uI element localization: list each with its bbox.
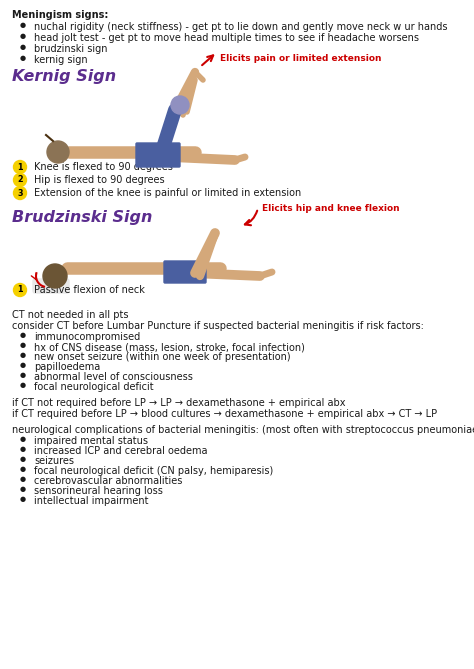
Text: Knee is flexed to 90 degrees: Knee is flexed to 90 degrees: [34, 162, 173, 172]
Text: Passive flexion of neck: Passive flexion of neck: [34, 285, 145, 295]
Text: if CT not required before LP → LP → dexamethasone + empirical abx: if CT not required before LP → LP → dexa…: [12, 398, 346, 408]
Text: ●: ●: [20, 33, 26, 39]
Text: focal neurological deficit: focal neurological deficit: [34, 382, 154, 392]
FancyBboxPatch shape: [33, 279, 69, 293]
Text: focal neurological deficit (CN palsy, hemiparesis): focal neurological deficit (CN palsy, he…: [34, 466, 273, 476]
Text: nuchal rigidity (neck stiffness) - get pt to lie down and gently move neck w ur : nuchal rigidity (neck stiffness) - get p…: [34, 22, 447, 32]
Text: kernig sign: kernig sign: [34, 55, 88, 65]
Text: ●: ●: [20, 476, 26, 482]
Text: new onset seizure (within one week of presentation): new onset seizure (within one week of pr…: [34, 352, 291, 362]
Text: immunocompromised: immunocompromised: [34, 332, 140, 342]
Circle shape: [13, 284, 27, 296]
Text: ●: ●: [20, 372, 26, 378]
Text: neurological complications of bacterial meningitis: (most often with streptococc: neurological complications of bacterial …: [12, 425, 474, 435]
Circle shape: [13, 173, 27, 187]
Text: brudzinski sign: brudzinski sign: [34, 44, 108, 54]
Text: ●: ●: [20, 332, 26, 338]
Text: ●: ●: [20, 456, 26, 462]
Text: Hip is flexed to 90 degrees: Hip is flexed to 90 degrees: [34, 175, 164, 185]
Text: Brudzinski Sign: Brudzinski Sign: [12, 210, 152, 225]
Text: Kernig Sign: Kernig Sign: [12, 69, 116, 84]
Text: sensorineural hearing loss: sensorineural hearing loss: [34, 486, 163, 496]
FancyBboxPatch shape: [136, 143, 180, 167]
Text: increased ICP and cerebral oedema: increased ICP and cerebral oedema: [34, 446, 208, 456]
Text: ●: ●: [20, 55, 26, 61]
Circle shape: [13, 187, 27, 199]
Text: papilloedema: papilloedema: [34, 362, 100, 372]
Text: ●: ●: [20, 362, 26, 368]
Circle shape: [171, 96, 189, 114]
Text: 1: 1: [17, 163, 23, 171]
Text: ●: ●: [20, 382, 26, 388]
Text: ●: ●: [20, 446, 26, 452]
Text: impaired mental status: impaired mental status: [34, 436, 148, 446]
Text: intellectual impairment: intellectual impairment: [34, 496, 148, 506]
Text: 3: 3: [17, 189, 23, 197]
Text: 1: 1: [17, 286, 23, 294]
Text: CT not needed in all pts: CT not needed in all pts: [12, 310, 128, 320]
Text: Elicits pain or limited extension: Elicits pain or limited extension: [220, 54, 382, 63]
Text: cerebrovascular abnormalities: cerebrovascular abnormalities: [34, 476, 182, 486]
Text: ●: ●: [20, 352, 26, 358]
Text: ●: ●: [20, 22, 26, 28]
Circle shape: [47, 141, 69, 163]
Text: ●: ●: [20, 44, 26, 50]
Text: abnormal level of consciousness: abnormal level of consciousness: [34, 372, 193, 382]
Text: Meningism signs:: Meningism signs:: [12, 10, 109, 20]
Text: ●: ●: [20, 466, 26, 472]
Text: head jolt test - get pt to move head multiple times to see if headache worsens: head jolt test - get pt to move head mul…: [34, 33, 419, 43]
Text: ●: ●: [20, 342, 26, 348]
Text: Extension of the knee is painful or limited in extension: Extension of the knee is painful or limi…: [34, 188, 301, 198]
Text: ●: ●: [20, 496, 26, 502]
Text: if CT required before LP → blood cultures → dexamethasone + empirical abx → CT →: if CT required before LP → blood culture…: [12, 409, 437, 419]
FancyBboxPatch shape: [164, 261, 206, 283]
Text: Elicits hip and knee flexion: Elicits hip and knee flexion: [262, 204, 400, 213]
Text: consider CT before Lumbar Puncture if suspected bacterial meningitis if risk fac: consider CT before Lumbar Puncture if su…: [12, 321, 424, 331]
Text: ●: ●: [20, 486, 26, 492]
Circle shape: [43, 264, 67, 288]
Text: seizures: seizures: [34, 456, 74, 466]
Circle shape: [13, 161, 27, 173]
Text: 2: 2: [17, 175, 23, 185]
Text: hx of CNS disease (mass, lesion, stroke, focal infection): hx of CNS disease (mass, lesion, stroke,…: [34, 342, 305, 352]
Text: ●: ●: [20, 436, 26, 442]
